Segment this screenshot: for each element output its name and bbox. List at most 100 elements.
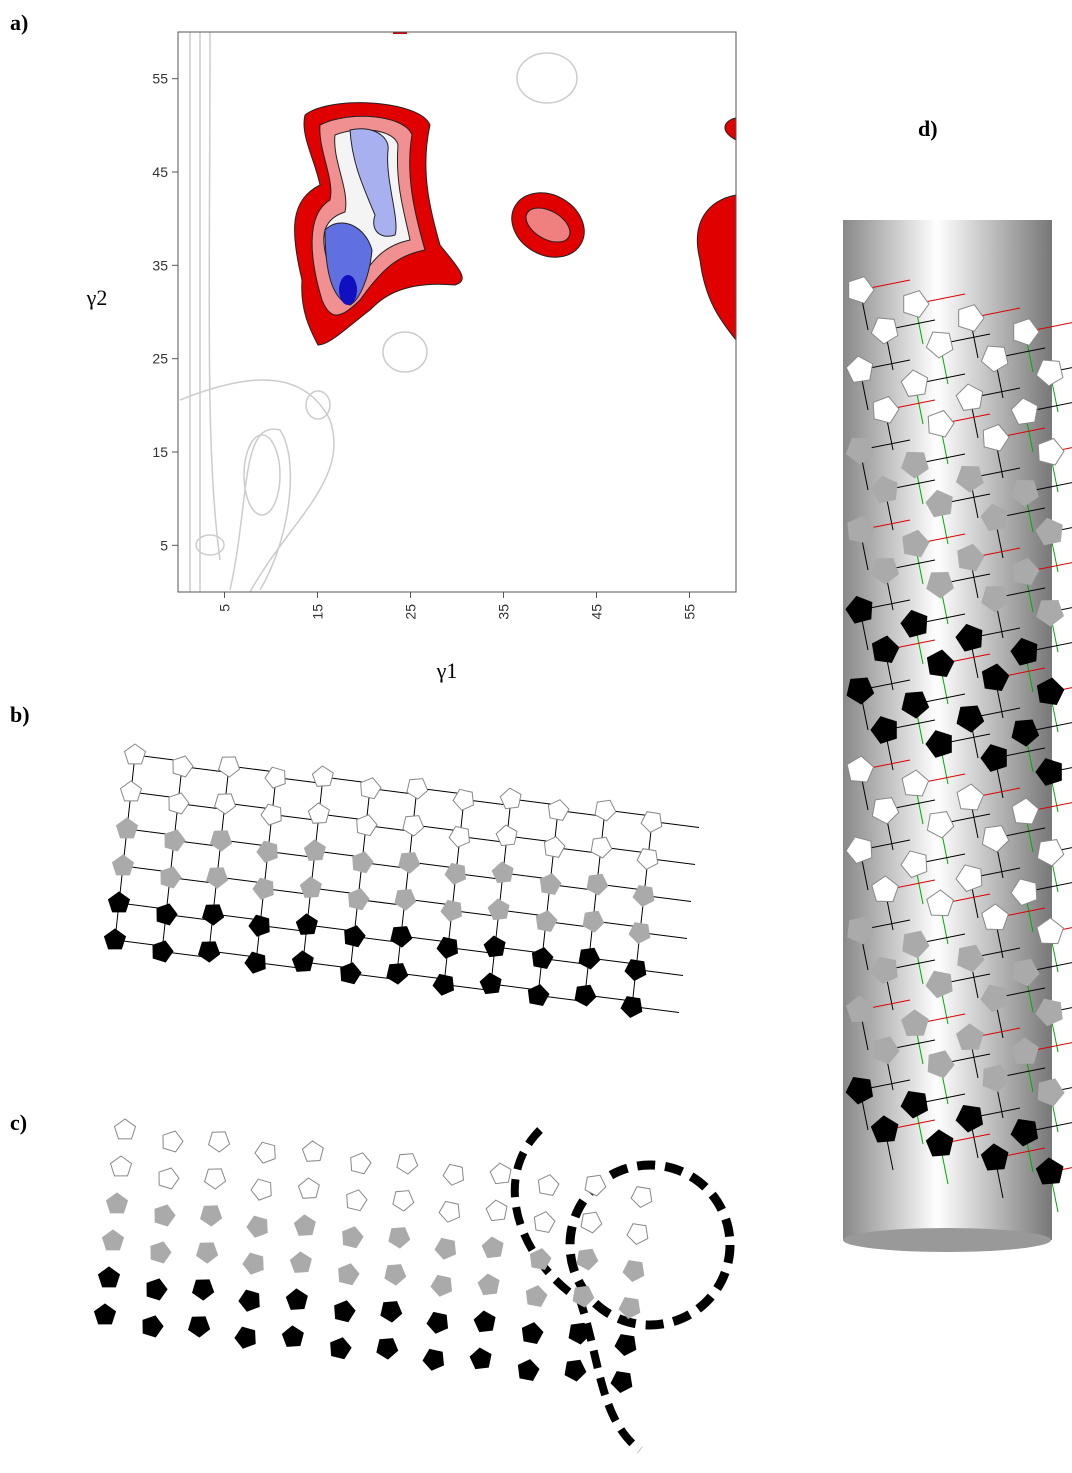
pentagon — [290, 1252, 311, 1272]
pentagon — [581, 1212, 602, 1233]
y-tick-label: 45 — [152, 164, 168, 180]
pentagon — [189, 1317, 210, 1337]
y-tick-label: 15 — [152, 444, 168, 460]
y-tick-label: 35 — [152, 257, 168, 273]
pentagon — [147, 1279, 167, 1300]
pentagon — [1038, 439, 1064, 466]
pentagon — [286, 1289, 307, 1309]
pentagon — [211, 831, 232, 851]
pentagon — [111, 1156, 132, 1176]
pentagon — [595, 800, 616, 821]
pentagon — [538, 1175, 559, 1196]
pentagon — [157, 904, 177, 925]
pentagon — [125, 744, 146, 764]
pentagon — [201, 1206, 222, 1226]
pentagon — [587, 874, 608, 895]
pentagon — [591, 837, 612, 858]
pentagon — [573, 1286, 594, 1307]
pentagon — [109, 892, 130, 912]
pentagon — [255, 1142, 275, 1163]
pentagon — [197, 1243, 218, 1263]
pentagon — [623, 1261, 644, 1282]
pentagon — [532, 948, 553, 969]
pentagon — [470, 1348, 491, 1369]
pentagon — [159, 1168, 179, 1189]
pentagon — [431, 1275, 451, 1296]
x-tick-label: 15 — [310, 604, 326, 620]
pentagon — [353, 852, 373, 873]
pentagon — [117, 818, 138, 838]
pentagon — [482, 1237, 503, 1258]
panel-label: a) — [10, 10, 28, 35]
x-tick-label: 5 — [217, 604, 233, 612]
pentagon — [478, 1274, 499, 1295]
pentagon — [193, 1280, 214, 1300]
x-tick-label: 35 — [496, 604, 512, 620]
pentagon — [399, 853, 420, 873]
pentagon — [443, 1164, 463, 1185]
pentagon — [583, 911, 604, 932]
pentagon — [565, 1360, 586, 1381]
cylinder-cap — [843, 1228, 1051, 1252]
pentagon — [345, 926, 365, 947]
pentagon — [536, 911, 557, 932]
pentagon — [95, 1304, 116, 1324]
pentagon — [107, 1193, 128, 1213]
pentagon — [361, 778, 381, 799]
pentagon — [579, 948, 600, 969]
pentagon — [518, 1360, 539, 1381]
pentagon — [490, 1163, 511, 1184]
figure: a) b) c) d) γ1 γ2 5152535455551525354555 — [0, 0, 1072, 1473]
pentagon — [163, 1131, 183, 1152]
pentagon — [484, 936, 505, 957]
pentagon — [151, 1242, 171, 1263]
pentagon — [282, 1326, 303, 1346]
x-tick-label: 45 — [589, 604, 605, 620]
pentagon — [351, 1153, 371, 1174]
pentagon — [349, 889, 369, 910]
x-axis-label: γ1 — [436, 658, 458, 683]
pentagon — [389, 1228, 410, 1248]
pentagon — [292, 951, 313, 971]
contour-plot — [180, 28, 736, 592]
pentagon — [585, 1175, 606, 1196]
pentagon — [173, 756, 193, 777]
pentagon — [247, 1216, 267, 1237]
pentagon — [611, 1372, 632, 1393]
pentagon — [209, 1132, 230, 1152]
pentagon — [528, 985, 549, 1006]
pentagon — [522, 1323, 543, 1344]
pentagon — [296, 914, 317, 934]
pentagon — [435, 1238, 455, 1259]
pentagon — [205, 1169, 226, 1189]
pentagon — [207, 868, 228, 888]
pentagon — [121, 781, 142, 801]
plot-frame — [178, 32, 736, 592]
pentagon — [219, 757, 240, 777]
pentagon — [257, 841, 277, 862]
pentagon — [347, 1190, 367, 1211]
pentagon — [526, 1286, 547, 1307]
panel-label: d) — [918, 116, 938, 141]
pentagon — [492, 862, 513, 883]
pentagon — [335, 1301, 355, 1322]
pentagon — [235, 1327, 255, 1348]
y-axis-label: γ2 — [86, 285, 108, 310]
pentagon — [155, 1205, 175, 1226]
pentagon — [115, 1119, 136, 1139]
pentagon — [199, 942, 220, 962]
pentagon — [534, 1212, 555, 1233]
pentagon — [253, 878, 273, 899]
pentagon — [243, 1253, 263, 1274]
pentagon — [103, 1230, 124, 1250]
pentagon — [302, 1141, 323, 1161]
pentagon — [308, 803, 329, 823]
pentagon — [488, 899, 509, 920]
pentagon — [496, 825, 517, 846]
pentagon — [395, 890, 416, 910]
pentagon — [105, 929, 126, 949]
pentagon — [331, 1338, 351, 1359]
pentagon — [203, 905, 224, 925]
pentagon — [423, 1349, 443, 1370]
pentagon — [548, 800, 569, 821]
